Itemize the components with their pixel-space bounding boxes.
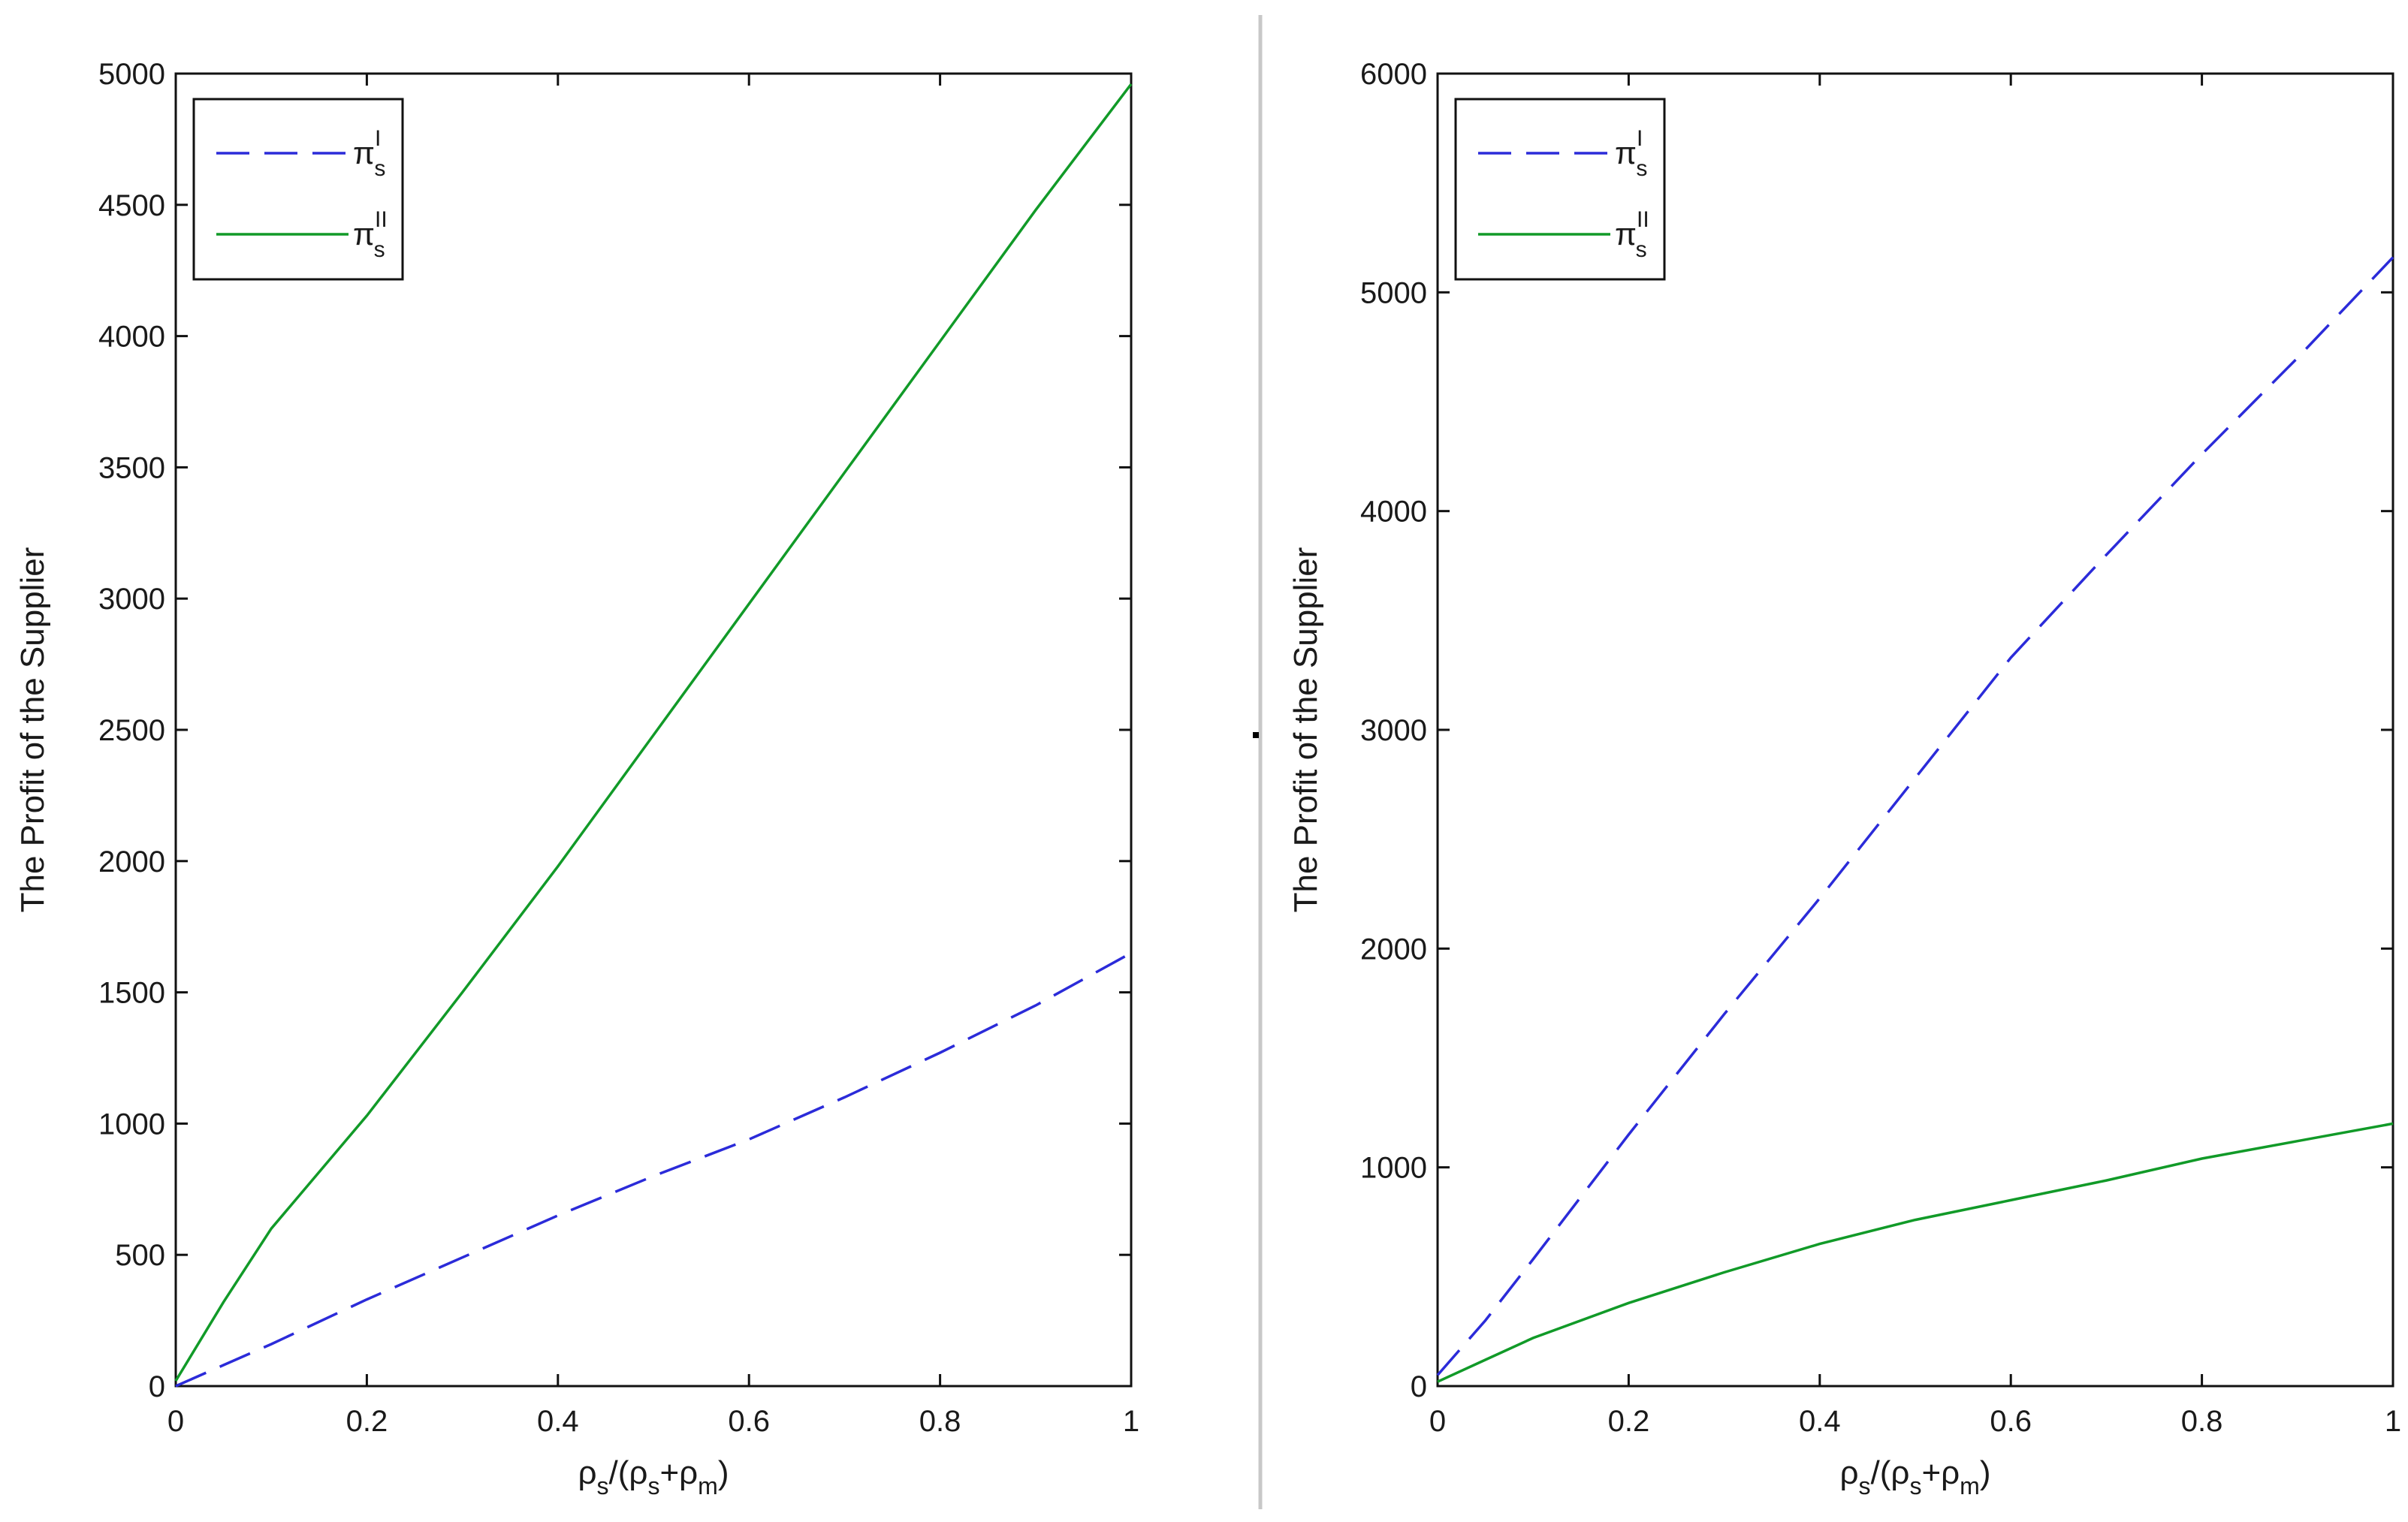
x-label-part: s	[1859, 1472, 1871, 1499]
x-label-part: +ρ	[659, 1454, 698, 1491]
x-label-part: +ρ	[1921, 1454, 1960, 1491]
x-label-part: )	[718, 1454, 729, 1491]
series-line-2	[174, 83, 1133, 1382]
x-label-part: ρ	[578, 1454, 597, 1491]
x-tick-label: 0.8	[2181, 1405, 2223, 1438]
chart-panel-2: 0 0.2 0.4 0.6 0.8 1 0 1000 2000 3000 4000 5000 6000 T…	[1287, 58, 2401, 1499]
legend-label-part: I	[375, 126, 381, 151]
chart-panel-1: 0 0.2 0.4 0.6 0.8 1 0 500 1000 1500 2000 2500 3000 35…	[14, 58, 1139, 1499]
x-tick-label: 0.6	[1990, 1405, 2032, 1438]
y-tick-label: 2000	[98, 845, 165, 879]
x-label-part: )	[1980, 1454, 1991, 1491]
legend-label-part: II	[1637, 207, 1649, 232]
x-label-part: s	[597, 1472, 609, 1499]
legend-entry-label: πI s	[353, 126, 385, 181]
x-axis-label: ρs/(ρs+ρm)	[578, 1454, 729, 1499]
x-tick-label: 0.6	[728, 1405, 770, 1438]
y-tick-label: 0	[149, 1370, 165, 1403]
legend-label-part: π	[1615, 135, 1637, 170]
x-label-part: ρ	[1840, 1454, 1859, 1491]
y-tick-label: 1500	[98, 977, 165, 1010]
x-label-part: s	[647, 1472, 659, 1499]
separator-dot	[1253, 732, 1259, 738]
x-label-part: m	[1960, 1472, 1980, 1499]
legend-label-part: s	[1636, 156, 1647, 181]
x-tick-label: 0	[167, 1405, 184, 1438]
legend-entry-label: πI s	[1615, 126, 1647, 181]
x-label-part: /(ρ	[609, 1454, 648, 1491]
y-tick-label: 3000	[98, 583, 165, 616]
x-tick-label: 0.2	[1608, 1405, 1650, 1438]
legend-entry-label: πII s	[353, 207, 388, 262]
legend-label-part: π	[353, 135, 375, 170]
x-tick-label: 0.4	[1799, 1405, 1841, 1438]
legend-label-part: II	[375, 207, 388, 232]
series-line-2	[1437, 1122, 2394, 1383]
y-tick-label: 4000	[1360, 496, 1427, 529]
y-axis-label: The Profit of the Supplier	[1287, 547, 1324, 913]
legend-label-part: s	[1636, 237, 1647, 262]
legend-label-part: s	[374, 237, 385, 262]
x-tick-label: 0.8	[919, 1405, 961, 1438]
legend-label-part: I	[1637, 126, 1643, 151]
x-axis-label: ρs/(ρs+ρm)	[1840, 1454, 1991, 1499]
x-tick-label: 0.2	[346, 1405, 388, 1438]
x-tick-label: 0	[1429, 1405, 1446, 1438]
y-tick-label: 4000	[98, 321, 165, 354]
y-tick-label: 5000	[98, 58, 165, 91]
y-tick-label: 3500	[98, 451, 165, 484]
series-line-1	[1436, 256, 2394, 1376]
y-tick-label: 2500	[98, 714, 165, 747]
legend-box	[1454, 98, 1666, 281]
y-tick-label: 6000	[1360, 58, 1427, 91]
y-tick-label: 5000	[1360, 276, 1427, 309]
x-tick-label: 0.4	[537, 1405, 579, 1438]
y-tick-label: 3000	[1360, 714, 1427, 747]
y-tick-label: 0	[1411, 1370, 1427, 1403]
legend-label-part: π	[353, 216, 375, 252]
chart-panels: 0 0.2 0.4 0.6 0.8 1 0 500 1000 1500 2000 2500 3000 35…	[14, 15, 2401, 1509]
y-axis-label: The Profit of the Supplier	[14, 547, 51, 913]
x-tick-label: 1	[2385, 1405, 2401, 1438]
y-tick-label: 500	[115, 1239, 165, 1272]
legend-entry-label: πII s	[1615, 207, 1649, 262]
x-label-part: /(ρ	[1871, 1454, 1910, 1491]
y-tick-label: 1000	[1360, 1152, 1427, 1185]
y-tick-label: 2000	[1360, 933, 1427, 966]
x-label-part: m	[698, 1472, 718, 1499]
x-tick-label: 1	[1123, 1405, 1139, 1438]
legend-label-part: s	[374, 156, 385, 181]
legend-box	[192, 98, 404, 281]
x-label-part: s	[1909, 1472, 1921, 1499]
y-tick-label: 1000	[98, 1108, 165, 1141]
y-tick-label: 4500	[98, 189, 165, 222]
legend-label-part: π	[1615, 216, 1637, 252]
